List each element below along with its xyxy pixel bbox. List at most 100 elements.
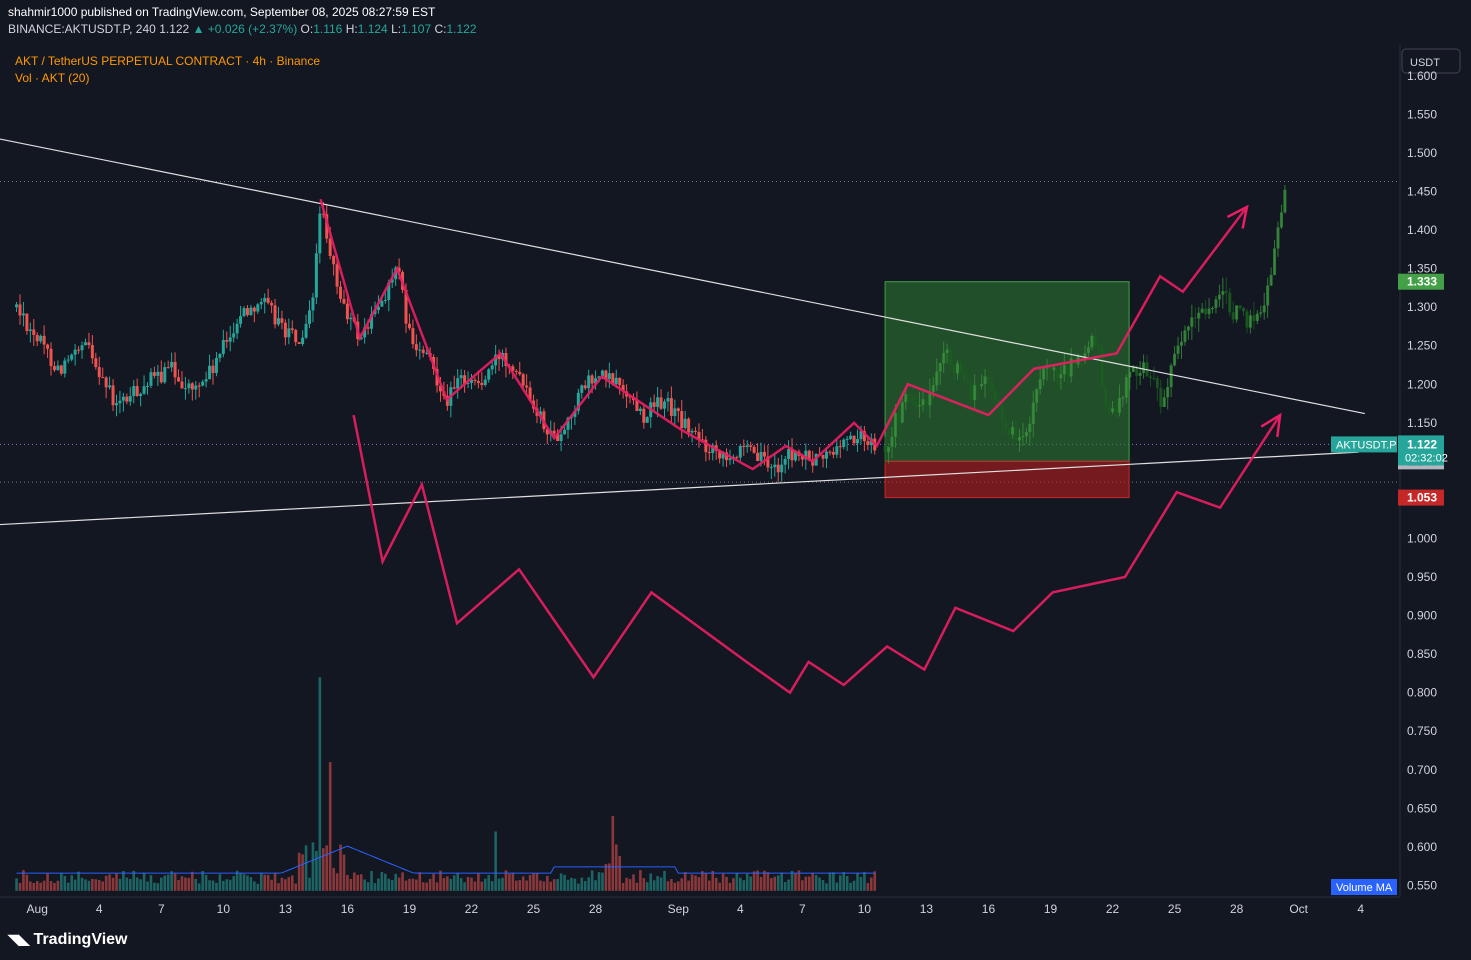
up-arrow-icon: ▲ xyxy=(192,22,205,36)
projected-candle xyxy=(914,401,918,407)
candle xyxy=(793,451,797,461)
projected-candle xyxy=(1114,408,1118,413)
volume-bar xyxy=(763,870,766,891)
projected-candle xyxy=(935,371,939,386)
candle xyxy=(711,445,715,453)
projected-candle xyxy=(1231,312,1235,320)
projected-candle xyxy=(1217,294,1221,300)
projected-candle xyxy=(1214,299,1218,308)
volume-bar xyxy=(97,880,101,891)
volume-bar xyxy=(659,877,663,891)
volume-bar xyxy=(570,877,573,891)
volume-bar xyxy=(356,874,360,891)
candle xyxy=(656,397,660,407)
candle xyxy=(46,344,50,349)
volume-bar xyxy=(304,845,308,891)
candle xyxy=(494,354,498,366)
trendlines[interactable] xyxy=(0,138,1365,526)
projection-path-lower[interactable] xyxy=(352,414,1282,695)
candle xyxy=(480,382,484,386)
volume-bar xyxy=(428,878,432,891)
candle xyxy=(294,330,298,343)
volume-bar xyxy=(101,881,105,891)
projection-arrowhead-lower xyxy=(1260,412,1282,438)
trendline[interactable] xyxy=(0,138,1365,415)
volume-bar xyxy=(773,876,777,891)
tradingview-logo[interactable]: ◥◣ TradingView xyxy=(8,931,128,949)
candle xyxy=(756,452,760,461)
volume-bar xyxy=(739,877,742,891)
projected-candle xyxy=(1052,367,1056,371)
volume-bar xyxy=(718,882,721,891)
candle xyxy=(173,361,177,378)
volume-bar xyxy=(849,882,852,891)
projection-paths[interactable] xyxy=(319,198,1282,695)
volume-ma-tag: Volume MA xyxy=(1336,882,1393,894)
projected-candle xyxy=(924,399,928,406)
volume-bar xyxy=(29,881,32,891)
candle xyxy=(611,373,615,385)
candle xyxy=(156,371,160,376)
symbol-tag: AKTUSDT.P xyxy=(1336,439,1397,451)
projected-candle xyxy=(1055,367,1059,379)
volume-bar xyxy=(328,762,332,891)
volume-legend[interactable]: Vol · AKT (20) xyxy=(15,71,90,85)
price-change: +0.026 (+2.37%) xyxy=(207,22,298,36)
time-axis[interactable]: Aug 4 7 10 13 16 19 22 25 28 Sep 4 7 10 13 16 19 22 25 28 Oc… xyxy=(27,902,1365,916)
trendline[interactable] xyxy=(0,451,1359,526)
volume-bar xyxy=(676,881,680,891)
volume-bar xyxy=(535,873,539,891)
volume-bar xyxy=(63,875,67,891)
projected-candle xyxy=(980,383,984,387)
y-tick-label: 1.200 xyxy=(1407,377,1437,391)
volume-bar xyxy=(246,875,249,891)
candle xyxy=(721,452,725,459)
candles xyxy=(15,185,1287,482)
volume-bar xyxy=(22,870,25,891)
candle xyxy=(511,366,515,371)
candle xyxy=(108,385,112,388)
projected-candle xyxy=(1124,377,1128,398)
volume-bar xyxy=(73,879,77,891)
volume-bar xyxy=(370,870,373,891)
volume-bar xyxy=(625,877,628,891)
candle xyxy=(590,375,594,384)
volume-bar xyxy=(632,874,635,891)
candle xyxy=(749,445,753,447)
volume-bar xyxy=(397,877,401,891)
candle xyxy=(752,446,756,453)
candle xyxy=(21,313,25,316)
volume-bar xyxy=(546,875,549,891)
projected-candle xyxy=(1166,387,1170,398)
volume-bar xyxy=(439,870,442,891)
candle xyxy=(807,450,811,461)
projected-candle xyxy=(1193,317,1197,319)
y-tick-label: 1.250 xyxy=(1407,339,1437,353)
projected-candle xyxy=(1069,358,1073,377)
volume-bar xyxy=(645,882,649,891)
projection-path-upper[interactable] xyxy=(319,198,1248,471)
symbol-legend[interactable]: AKT / TetherUS PERPETUAL CONTRACT · 4h ·… xyxy=(15,54,320,68)
volume-bar xyxy=(663,870,666,891)
candle xyxy=(452,387,456,389)
currency-button[interactable]: USDT xyxy=(1401,48,1461,74)
volume-bar xyxy=(139,879,142,891)
candle xyxy=(259,301,263,305)
volume-bar xyxy=(728,882,732,891)
stop-zone[interactable] xyxy=(884,460,1130,499)
volume-bar xyxy=(163,875,167,891)
volume-bar xyxy=(463,882,466,891)
projected-candle xyxy=(1111,408,1115,412)
candle xyxy=(139,393,143,397)
volume-bar xyxy=(211,880,215,891)
projected-candle xyxy=(904,394,908,403)
volume-bar xyxy=(270,879,273,891)
candle xyxy=(669,398,673,416)
projected-candle xyxy=(921,399,925,406)
volume-ma-line xyxy=(16,845,875,874)
volume-bar xyxy=(384,873,387,891)
target-zone[interactable] xyxy=(884,281,1130,462)
candle xyxy=(128,396,132,402)
